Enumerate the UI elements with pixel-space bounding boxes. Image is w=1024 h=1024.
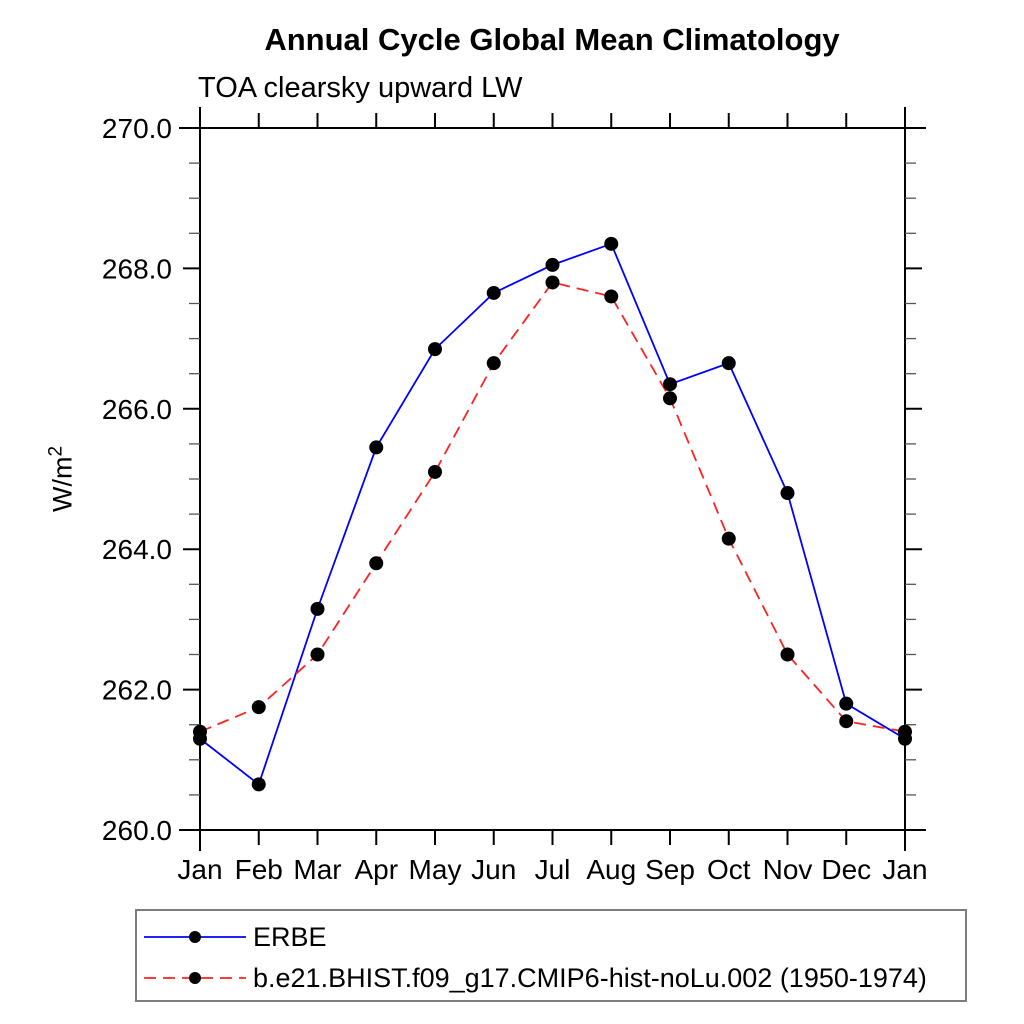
legend-dashed-line-sample [144,972,246,984]
x-tick-label: Oct [707,854,751,885]
x-tick-label: Mar [293,854,341,885]
model-point-jan-0 [193,724,207,739]
erbe-point-may-4 [428,342,442,357]
erbe-series-line [199,242,906,786]
x-tick-label: Jan [177,854,222,885]
legend-marker-icon [189,972,201,984]
erbe-point-jul-6 [545,257,560,272]
model-point-sep-8 [663,391,677,406]
x-tick-label: Jul [535,854,571,885]
erbe-point-feb-1 [251,777,266,792]
x-tick-label: Nov [763,854,813,885]
legend-item-model: b.e21.BHIST.f09_g17.CMIP6-hist-noLu.002 … [142,963,927,993]
legend-item-erbe: ERBE [142,922,327,952]
chart-subtitle: TOA clearsky upward LW [198,72,523,104]
x-tick-label: Feb [235,854,283,885]
model-point-nov-10 [780,647,795,662]
erbe-point-aug-7 [604,236,619,251]
y-tick-label: 264.0 [102,534,172,565]
model-point-jul-6 [545,275,560,290]
x-tick-label: Jun [471,854,516,885]
erbe-point-sep-8 [663,377,677,392]
erbe-point-dec-11 [839,696,854,711]
model-point-aug-7 [604,289,619,304]
x-tick-label: Aug [586,854,636,885]
y-tick-label: 270.0 [102,113,172,144]
x-tick-label: Dec [821,854,871,885]
y-tick-label: 268.0 [102,253,172,284]
legend-label: b.e21.BHIST.f09_g17.CMIP6-hist-noLu.002 … [253,962,927,993]
erbe-point-mar-2 [310,601,325,616]
x-tick-label: May [409,854,462,885]
model-series-line [199,281,906,733]
erbe-point-jun-5 [486,285,501,300]
model-point-may-4 [428,464,442,479]
legend-solid-line-sample [144,931,246,943]
erbe-point-apr-3 [369,440,384,455]
model-point-jun-5 [486,356,501,371]
model-point-dec-11 [839,714,854,729]
legend-marker-icon [189,931,201,943]
model-point-oct-9 [721,531,736,546]
y-tick-label: 260.0 [102,815,172,846]
model-point-jan-12 [898,724,912,739]
model-point-apr-3 [369,556,384,571]
erbe-point-nov-10 [780,486,795,501]
chart-title: Annual Cycle Global Mean Climatology [264,22,840,57]
y-tick-label: 262.0 [102,675,172,706]
model-point-feb-1 [251,700,266,715]
x-tick-label: Sep [645,854,695,885]
legend-box: ERBE b.e21.BHIST.f09_g17.CMIP6-hist-noLu.… [135,909,967,1002]
erbe-point-oct-9 [721,356,736,371]
model-point-mar-2 [310,647,325,662]
x-tick-label: Jan [882,854,927,885]
x-tick-label: Apr [354,854,398,885]
legend-label: ERBE [253,921,327,952]
y-tick-label: 266.0 [102,394,172,425]
